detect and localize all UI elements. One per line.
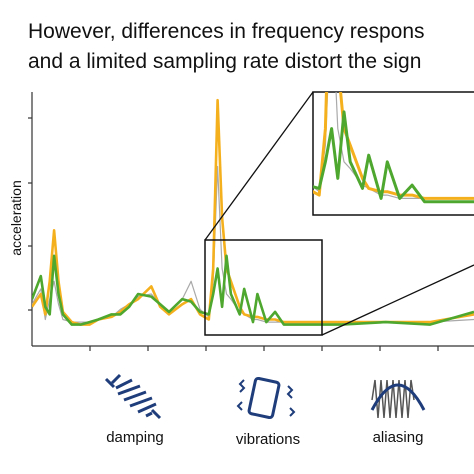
series-line xyxy=(313,92,474,200)
title-line: However, differences in frequency respon… xyxy=(28,20,425,43)
icon-label: vibrations xyxy=(236,431,300,448)
aliasing-icon xyxy=(370,379,426,419)
icon-label: damping xyxy=(106,429,164,446)
damping-icon xyxy=(104,373,162,420)
vibrations-icon xyxy=(236,376,296,420)
y-axis-label: acceleration xyxy=(8,180,24,256)
zoom-connector xyxy=(204,91,314,241)
zoom-box xyxy=(204,239,323,336)
series-line xyxy=(313,92,474,199)
series-line xyxy=(32,254,474,326)
zoom-connector xyxy=(321,264,474,336)
plot xyxy=(32,98,474,326)
series-line xyxy=(313,110,474,204)
inset-plot xyxy=(313,92,474,204)
icon-label: aliasing xyxy=(373,429,424,446)
title-line: and a limited sampling rate distort the … xyxy=(28,50,421,73)
